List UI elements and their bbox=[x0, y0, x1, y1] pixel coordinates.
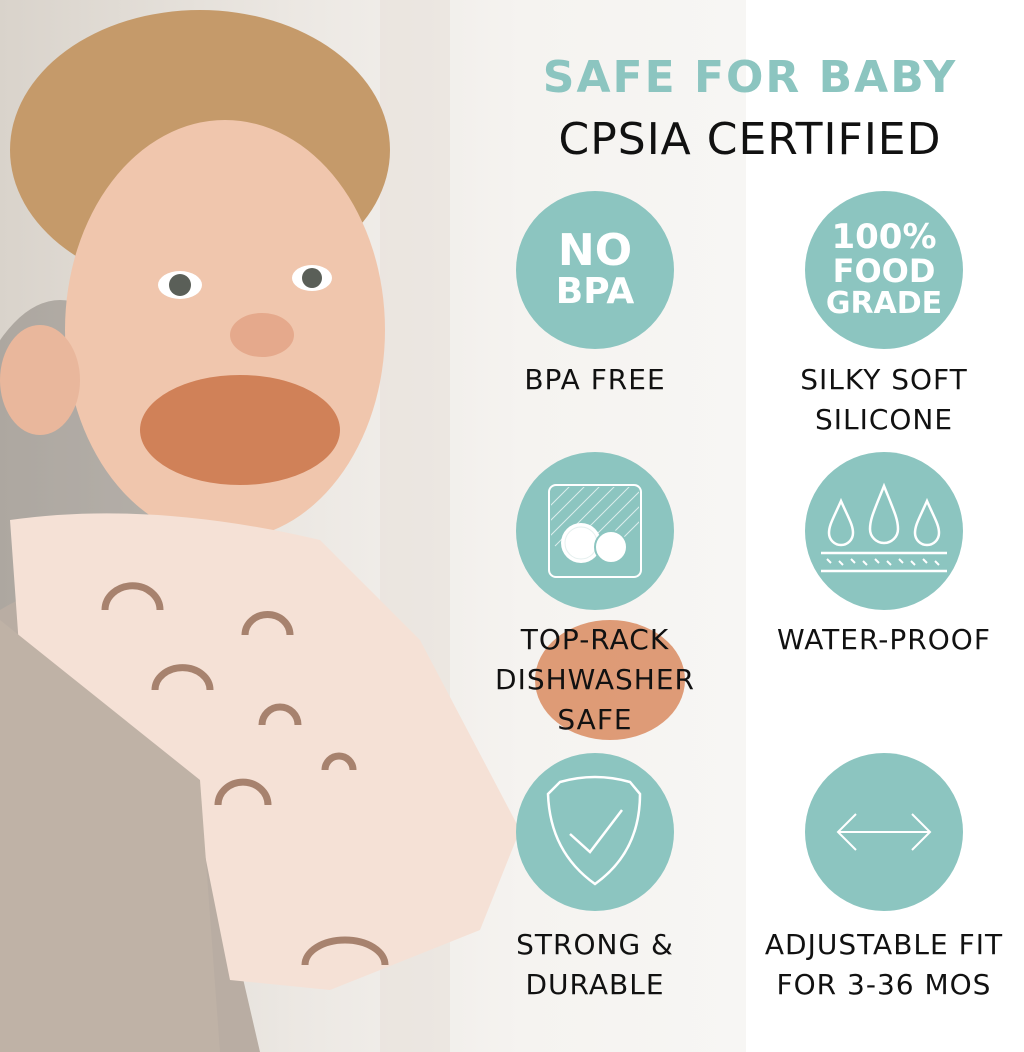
no-bpa-badge-icon: NO BPA bbox=[516, 191, 674, 349]
double-arrow-icon bbox=[805, 753, 963, 911]
badge-text: FOOD bbox=[832, 252, 936, 290]
water-drops-icon bbox=[805, 452, 963, 610]
label-line: FOR 3-36 MOS bbox=[776, 968, 992, 1001]
label-line: TOP-RACK bbox=[520, 623, 670, 656]
feature-label-silicone: SILKY SOFT SILICONE bbox=[734, 360, 1024, 440]
headline: SAFE FOR BABY bbox=[542, 52, 958, 103]
label-line: SILKY SOFT bbox=[800, 363, 968, 396]
label-line: SILICONE bbox=[814, 403, 954, 436]
feature-label-dishwasher: TOP-RACK DISHWASHER SAFE bbox=[445, 620, 745, 740]
shield-check-icon bbox=[516, 753, 674, 911]
feature-label-bpa-free: BPA FREE bbox=[445, 360, 745, 400]
label-line: DURABLE bbox=[525, 968, 665, 1001]
feature-label-adjustable: ADJUSTABLE FIT FOR 3-36 MOS bbox=[734, 925, 1024, 1005]
dishwasher-icon bbox=[516, 452, 674, 610]
label-line: STRONG & bbox=[516, 928, 674, 961]
food-grade-badge-icon: 100% FOOD GRADE bbox=[805, 191, 963, 349]
label-line: BPA FREE bbox=[524, 363, 666, 396]
product-photo-baby-with-bib bbox=[0, 0, 746, 1052]
label-line: WATER-PROOF bbox=[777, 623, 991, 656]
badge-text: GRADE bbox=[825, 286, 943, 321]
badge-text: NO bbox=[557, 225, 633, 276]
label-line: SAFE bbox=[557, 703, 633, 736]
badge-text: 100% bbox=[831, 217, 937, 257]
label-line: DISHWASHER bbox=[495, 663, 695, 696]
badge-text: BPA bbox=[555, 271, 635, 312]
subheadline: CPSIA CERTIFIED bbox=[558, 114, 942, 165]
label-line: ADJUSTABLE FIT bbox=[764, 928, 1004, 961]
feature-label-durable: STRONG & DURABLE bbox=[445, 925, 745, 1005]
feature-label-waterproof: WATER-PROOF bbox=[734, 620, 1024, 660]
